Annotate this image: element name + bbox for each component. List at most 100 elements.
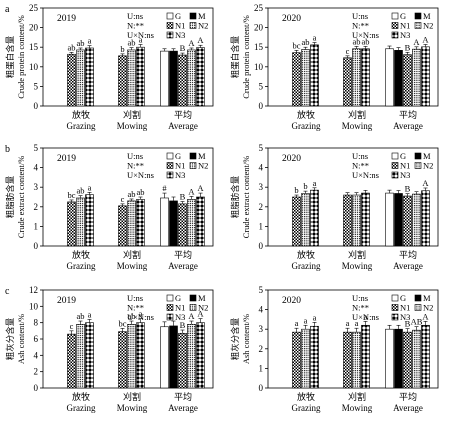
legend-swatch-G [166,12,174,20]
bar-N2 [76,49,85,107]
row-label: a [5,4,10,15]
y-tick-label: 5 [259,285,264,295]
legend-swatch-G [391,294,399,302]
bar-G [385,192,394,247]
y-axis-label-en: Crude extract content/% [16,156,26,239]
sig-letter: A [197,35,204,45]
y-axis-label-en: Crude protein content/% [16,15,26,99]
legend-swatch-N3 [391,171,399,179]
y-tick-label: 1 [259,363,264,373]
stats-label: U×N:ns [352,30,379,40]
legend-swatch-N2 [414,304,422,311]
y-tick-label: 5 [259,81,264,91]
bar-N2 [127,323,136,389]
year-label: 2019 [57,14,76,24]
legend-swatch-N1 [166,22,174,29]
sig-letter: bc [292,40,300,50]
sig-letter: A [188,38,195,48]
y-axis-label-en: Crude protein content/% [241,15,251,99]
bar-N2 [76,323,85,389]
group-label-cn: 平均 [399,391,417,403]
y-tick-label: 25 [254,3,264,13]
legend-label-N1: N1 [175,303,185,313]
y-axis-label-cn: 粗蛋白含量 [5,35,16,78]
y-tick-label: 6 [34,334,39,344]
y-tick-label: 5 [34,81,39,91]
sig-letter: c [121,194,125,204]
y-tick-label: 8 [34,318,39,328]
sig-letter: ab [352,36,360,46]
bar-N2 [301,328,310,389]
bar-N1 [178,54,187,107]
bar-N3 [196,47,205,107]
legend-label-N3: N3 [400,312,410,322]
sig-letter: B [180,192,186,202]
stats-label: U:ns [127,151,143,161]
legend-label-G: G [175,293,181,303]
legend-swatch-N2 [189,304,197,311]
group-label-en: Mowing [117,261,148,271]
bar-G [385,48,394,107]
stats-label: U:ns [352,151,368,161]
bar-N3 [421,46,430,107]
bar-N1 [118,205,127,247]
bar-N1 [178,332,187,389]
bar-N1 [403,195,412,247]
bar-N1 [292,52,301,107]
bar-M [394,328,403,389]
sig-letter: a [139,34,143,44]
bar-N2 [352,331,361,389]
bar-N1 [67,53,76,107]
sig-letter: B [405,184,411,194]
group-label-cn: 平均 [174,391,192,403]
legend-label-N2: N2 [423,21,433,31]
bar-N3 [136,46,145,107]
y-tick-label: 4 [259,305,264,315]
legend-label-G: G [400,151,406,161]
legend-label-M: M [198,151,206,161]
y-tick-label: 2 [259,202,264,212]
bar-N1 [118,331,127,389]
bar-N2 [187,323,196,389]
sig-letter: bc [67,190,75,200]
legend-swatch-M [414,294,422,302]
group-label-en: Grazing [292,403,321,413]
group-label-cn: 放牧 [297,249,315,261]
sig-letter: a [364,311,368,321]
legend-swatch-N3 [391,313,399,321]
bar-N2 [187,199,196,247]
bar-N3 [361,192,370,247]
y-tick-label: 2 [34,367,39,377]
bar-N1 [343,331,352,389]
group-label-en: Grazing [67,121,96,131]
year-label: 2020 [282,296,301,306]
stats-label: U×N:ns [127,312,154,322]
legend-swatch-N1 [391,22,399,29]
legend-swatch-N2 [414,22,422,29]
legend-label-N2: N2 [198,161,208,171]
y-axis-label-cn: 粗脂肪含量 [5,175,16,218]
bar-N3 [310,325,319,389]
group-label-cn: 放牧 [297,109,315,121]
bar-N2 [352,48,361,107]
group-label-cn: 刈割 [348,391,366,403]
legend-swatch-G [391,12,399,20]
stats-label: U:ns [352,11,368,21]
stats-label: N:** [352,21,369,31]
legend-swatch-M [189,294,197,302]
sig-letter: a [313,312,317,322]
bar-N1 [343,57,352,107]
bar-N3 [196,196,205,247]
group-label-cn: 放牧 [72,109,90,121]
legend-label-G: G [175,151,181,161]
bar-N2 [301,193,310,247]
year-label: 2019 [57,296,76,306]
y-axis-label-en: Ash content/% [241,314,251,364]
bar-N2 [76,197,85,247]
y-tick-label: 10 [29,301,39,311]
bar-N2 [187,49,196,107]
y-tick-label: 10 [29,62,39,72]
legend-swatch-N2 [414,162,422,169]
